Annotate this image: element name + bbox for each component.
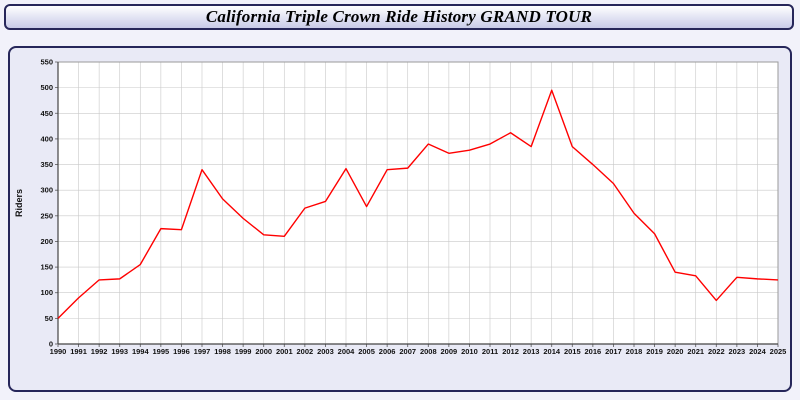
x-tick-label: 2008 bbox=[420, 347, 437, 356]
x-tick-label: 2018 bbox=[626, 347, 643, 356]
x-tick-label: 2005 bbox=[358, 347, 375, 356]
x-tick-label: 2003 bbox=[317, 347, 334, 356]
x-tick-label: 2012 bbox=[502, 347, 519, 356]
chart-title-bar: California Triple Crown Ride History GRA… bbox=[4, 4, 794, 30]
x-tick-label: 2010 bbox=[461, 347, 478, 356]
x-tick-label: 2000 bbox=[255, 347, 272, 356]
riders-series-line bbox=[57, 89, 779, 319]
y-tick-label: 100 bbox=[40, 288, 53, 297]
x-tick-label: 2022 bbox=[708, 347, 725, 356]
x-tick-label: 1995 bbox=[153, 347, 170, 356]
x-tick-label: 1991 bbox=[70, 347, 87, 356]
x-tick-label: 1990 bbox=[50, 347, 67, 356]
x-tick-label: 2006 bbox=[379, 347, 396, 356]
x-tick-label: 1994 bbox=[132, 347, 150, 356]
y-tick-label: 150 bbox=[40, 263, 53, 272]
x-tick-label: 2019 bbox=[646, 347, 663, 356]
x-tick-label: 2004 bbox=[338, 347, 356, 356]
x-tick-label: 1999 bbox=[235, 347, 252, 356]
x-tick-label: 2017 bbox=[605, 347, 622, 356]
x-tick-label: 2013 bbox=[523, 347, 540, 356]
x-tick-label: 2015 bbox=[564, 347, 581, 356]
plot-background bbox=[58, 62, 778, 344]
y-tick-label: 500 bbox=[40, 83, 53, 92]
x-tick-label: 2011 bbox=[482, 347, 498, 356]
y-tick-label: 350 bbox=[40, 160, 53, 169]
x-tick-label: 2016 bbox=[585, 347, 602, 356]
x-tick-label: 2024 bbox=[749, 347, 767, 356]
y-tick-label: 200 bbox=[40, 237, 53, 246]
y-tick-label: 550 bbox=[40, 58, 53, 67]
x-tick-label: 1996 bbox=[173, 347, 190, 356]
x-tick-label: 2014 bbox=[543, 347, 561, 356]
x-tick-label: 2025 bbox=[770, 347, 787, 356]
page-title: California Triple Crown Ride History GRA… bbox=[205, 7, 593, 26]
x-tick-label: 1992 bbox=[91, 347, 108, 356]
y-tick-label: 300 bbox=[40, 186, 53, 195]
y-tick-label: 450 bbox=[40, 109, 53, 118]
chart-panel: 0 50 100 150 200 250 300 350 400 450 500 550 1990 199… bbox=[8, 46, 792, 392]
x-tick-label: 1998 bbox=[214, 347, 231, 356]
x-tick-label: 2007 bbox=[399, 347, 416, 356]
x-tick-label: 1993 bbox=[111, 347, 128, 356]
x-tick-label: 1997 bbox=[194, 347, 211, 356]
x-tick-label: 2001 bbox=[276, 347, 293, 356]
y-tick-label: 0 bbox=[49, 340, 53, 349]
y-tick-label: 50 bbox=[45, 314, 53, 323]
y-tick-label: 400 bbox=[40, 134, 53, 143]
y-tick-label: 250 bbox=[40, 211, 53, 220]
x-tick-label: 2020 bbox=[667, 347, 684, 356]
x-tick-label: 2021 bbox=[687, 347, 704, 356]
x-tick-label: 2002 bbox=[297, 347, 314, 356]
y-axis-title: Riders bbox=[14, 189, 24, 217]
x-tick-label: 2023 bbox=[729, 347, 746, 356]
x-tick-label: 2009 bbox=[441, 347, 458, 356]
